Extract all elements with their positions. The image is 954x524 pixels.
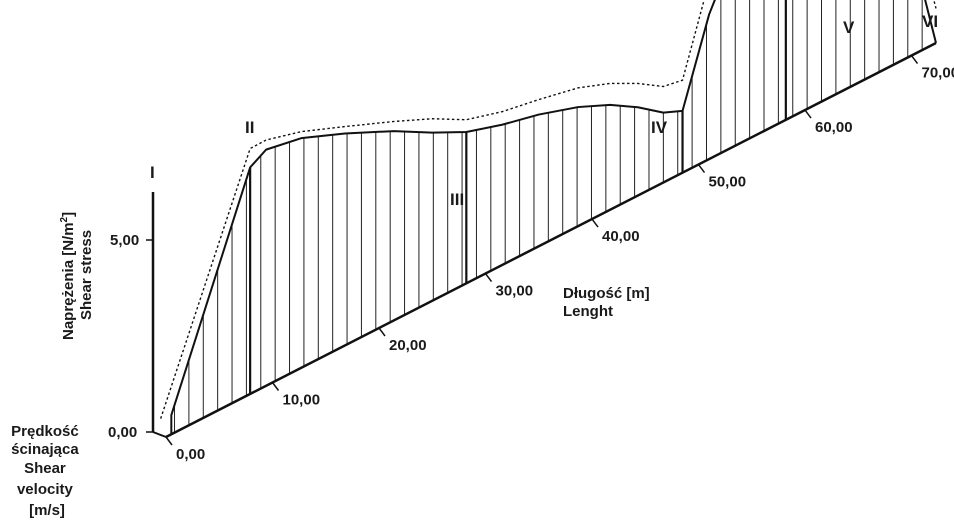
base-axis-left-stub <box>152 431 167 438</box>
y-axis-title-line1: Naprężenia [N/m2] <box>59 212 77 340</box>
y-tick-label-5: 5,00 <box>110 232 139 249</box>
x-axis-title-line1: Długość [m] <box>563 285 650 302</box>
x-axis-title-line2: Lenght <box>563 303 613 320</box>
x-tick-mark <box>484 273 493 282</box>
section-label-III: III <box>450 190 464 209</box>
x-tick-label: 20,00 <box>389 337 427 354</box>
axes <box>146 192 167 438</box>
series-layer <box>160 0 937 439</box>
section-label-V: V <box>843 18 855 37</box>
section-label-I: I <box>150 163 155 182</box>
x-tick-mark <box>697 164 706 173</box>
x-tick-label: 10,00 <box>283 392 321 409</box>
z-axis-title-line4: velocity <box>17 481 74 498</box>
x-tick-mark <box>591 218 599 228</box>
section-label-IV: IV <box>651 118 668 137</box>
x-tick-mark <box>910 55 919 64</box>
x-tick-label: 50,00 <box>709 174 747 191</box>
y-axis-title-line2: Shear stress <box>78 230 95 320</box>
z-axis-title: Prędkość ścinająca Shear velocity [m/s] <box>11 423 83 519</box>
section-label-II: II <box>245 118 254 137</box>
x-tick-mark <box>378 327 386 337</box>
x-tick-mark <box>271 382 280 391</box>
hatch-lines <box>174 0 923 433</box>
x-tick-label: 0,00 <box>176 446 205 463</box>
x-tick-label: 60,00 <box>815 119 853 136</box>
length-axis-line <box>165 41 937 439</box>
section-label-VI: VI <box>922 12 938 31</box>
x-tick-mark <box>165 436 173 446</box>
z-axis-title-line2: ścinająca <box>11 441 79 458</box>
x-tick-label: 40,00 <box>602 228 640 245</box>
x-tick-mark <box>804 109 812 119</box>
z-axis-title-line3: Shear <box>24 460 66 477</box>
z-axis-title-line1: Prędkość <box>11 423 79 440</box>
shear-stress-line <box>170 0 937 435</box>
x-tick-label: 70,00 <box>922 65 954 82</box>
z-axis-title-line5: [m/s] <box>29 502 65 519</box>
x-tick-label: 30,00 <box>496 283 534 300</box>
x-ticks: 0,00 10,00 20,00 30,00 40,00 50,00 60,00 70,00 <box>165 55 954 463</box>
y-tick-label-0: 0,00 <box>108 424 137 441</box>
